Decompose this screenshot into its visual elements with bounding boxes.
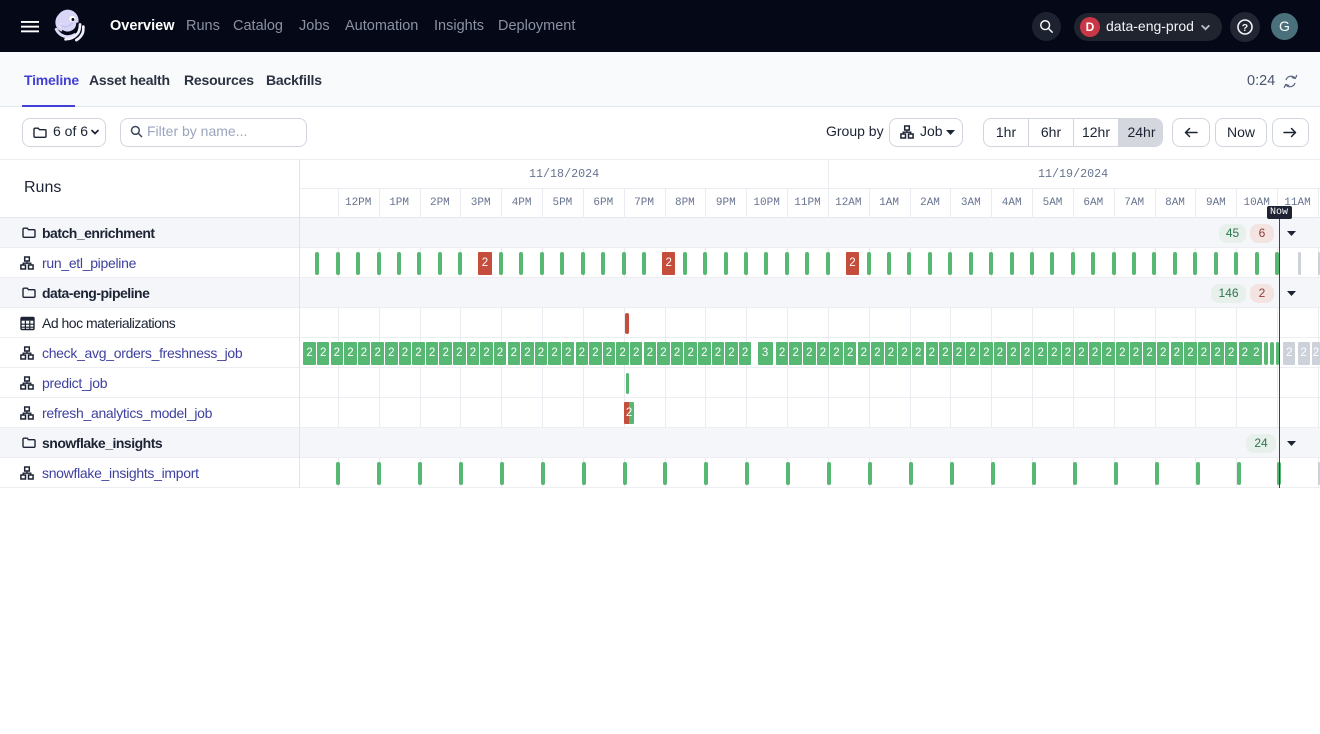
svg-text:?: ?: [1242, 21, 1248, 33]
